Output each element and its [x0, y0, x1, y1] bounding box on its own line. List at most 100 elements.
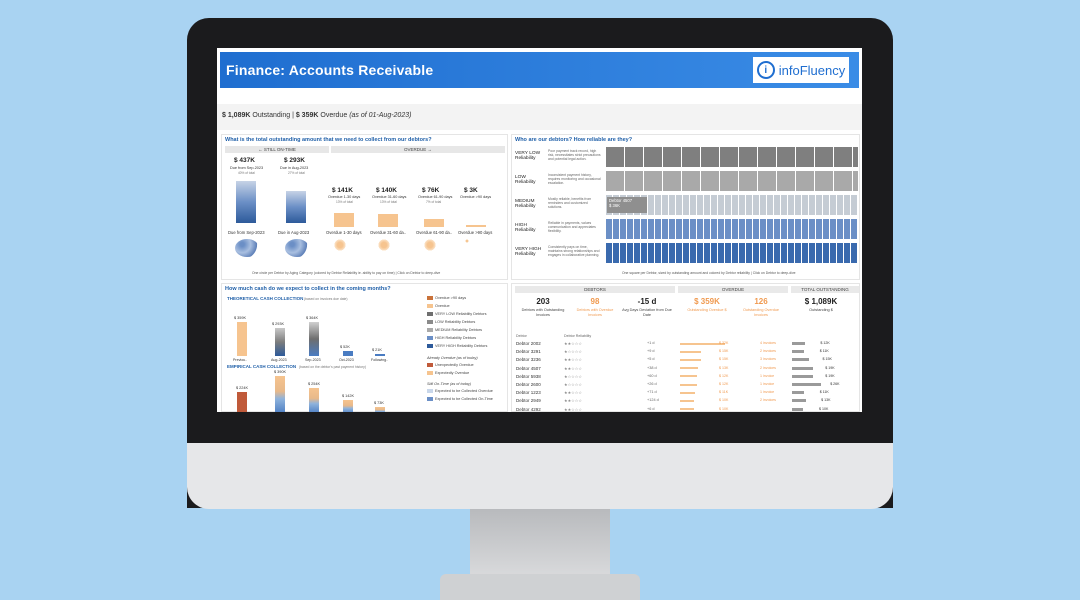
infofluency-logo[interactable]: i infoFluency: [753, 57, 849, 83]
debtor-name[interactable]: Debtor 3291: [516, 349, 541, 355]
legend-item[interactable]: Unexpectedly Overdue: [427, 363, 474, 367]
debtor-overdue-bar[interactable]: [680, 350, 701, 353]
emp-bar[interactable]: [237, 392, 247, 412]
bucket-value: $ 3K: [464, 187, 478, 194]
theo-bar[interactable]: [343, 351, 353, 356]
legend-item[interactable]: VERY HIGH Reliability Debtors: [427, 344, 487, 348]
legend-item[interactable]: Overdue: [427, 304, 450, 308]
debtor-name[interactable]: Debtor 4292: [516, 406, 541, 412]
legend-label: MEDIUM Reliability Debtors: [435, 328, 483, 332]
theo-bar[interactable]: [237, 322, 247, 356]
debtor-circles[interactable]: [333, 239, 347, 251]
reliability-row[interactable]: MEDIUM Reliability Mostly reliable, benef…: [515, 195, 860, 217]
callout-name: Debtor 4507: [609, 198, 633, 203]
debtor-circles[interactable]: [423, 239, 437, 251]
legend-swatch: [427, 320, 433, 324]
debtor-stars: ★☆☆☆☆: [564, 382, 582, 387]
debtor-name[interactable]: Debtor 4507: [516, 365, 541, 371]
theo-bar-label: Oct-2023: [339, 358, 354, 362]
debtor-total-bar[interactable]: [792, 350, 805, 354]
bucket-pct: 13% of total: [380, 200, 397, 204]
reliability-row[interactable]: VERY LOW Reliability Poor payment track r…: [515, 147, 860, 169]
bucket-bar[interactable]: [378, 214, 398, 227]
reliability-treemap[interactable]: [606, 147, 858, 167]
debtor-circles[interactable]: [465, 239, 469, 243]
reliability-treemap[interactable]: [606, 195, 858, 215]
debtor-total-bar[interactable]: [792, 391, 805, 395]
reliability-treemap[interactable]: [606, 171, 858, 191]
debtor-total-bar[interactable]: [792, 342, 806, 345]
legend-swatch: [427, 336, 433, 340]
debtor-overdue-bar[interactable]: [680, 383, 697, 386]
legend-item[interactable]: VERY LOW Reliability Debtors: [427, 312, 487, 316]
debtor-circles[interactable]: [285, 239, 309, 257]
theo-bar[interactable]: [309, 322, 319, 356]
treemap-callout[interactable]: Debtor 4507 $ 36K: [607, 197, 647, 213]
tab-overdue[interactable]: OVERDUE →: [331, 146, 505, 153]
legend-item[interactable]: Overdue >90 days: [427, 296, 466, 300]
debtor-name[interactable]: Debtor 1223: [516, 390, 541, 396]
debtor-invoice-count: 1 invoice: [760, 390, 775, 395]
debtor-name[interactable]: Debtor 2600: [516, 382, 541, 387]
debtor-circles[interactable]: [235, 239, 259, 257]
reliability-treemap[interactable]: [606, 243, 858, 263]
debtor-total-bar[interactable]: [792, 366, 813, 370]
emp-bar[interactable]: [343, 400, 353, 412]
debtor-total-bar[interactable]: [792, 407, 803, 411]
debtor-total-bar[interactable]: [792, 399, 807, 403]
reliability-treemap[interactable]: [606, 219, 858, 239]
debtor-overdue-bar[interactable]: [680, 391, 696, 394]
debtor-deviation: +124 d: [647, 398, 659, 403]
theo-bar[interactable]: [275, 328, 285, 356]
debtor-name[interactable]: Debtor 2949: [516, 398, 541, 404]
bucket-pct: 13% of total: [336, 200, 353, 204]
emp-bar-value: $ 254K: [308, 382, 321, 386]
theo-bar[interactable]: [375, 354, 385, 356]
bucket-sub: Overdue 61-90 days: [418, 195, 453, 199]
debtor-total-bar[interactable]: [792, 383, 821, 386]
bucket-bar[interactable]: [236, 181, 256, 223]
bucket-bar[interactable]: [286, 191, 306, 223]
legend-item[interactable]: Expected to be Collected Overdue: [427, 389, 493, 393]
col-debtor[interactable]: Debtor: [516, 334, 527, 338]
legend-label: VERY LOW Reliability Debtors: [435, 312, 487, 316]
theoretical-note: (based on invoices due date): [304, 296, 348, 301]
panel-title: What is the total outstanding amount tha…: [225, 137, 432, 143]
monitor-base: [440, 574, 640, 600]
emp-bar[interactable]: [309, 388, 319, 412]
emp-bar[interactable]: [275, 376, 285, 412]
bucket-value: $ 293K: [284, 157, 305, 164]
debtor-name[interactable]: Debtor 5938: [516, 373, 541, 379]
kpi-value: 126: [754, 297, 768, 306]
legend-item[interactable]: LOW Reliability Debtors: [427, 320, 475, 324]
debtor-name[interactable]: Debtor 3236: [516, 357, 541, 363]
tab-still-on-time[interactable]: ← STILL ON-TIME: [225, 146, 329, 153]
debtor-name[interactable]: Debtor 2002: [516, 341, 541, 346]
debtor-circles[interactable]: [377, 239, 391, 251]
bucket-bar[interactable]: [334, 213, 354, 227]
legend-label: Unexpectedly Overdue: [435, 363, 474, 367]
reliability-row[interactable]: LOW Reliability Inconsistent payment hist…: [515, 171, 860, 193]
debtor-stars: ★☆☆☆☆: [564, 373, 582, 379]
bucket-bar[interactable]: [466, 225, 486, 227]
debtor-overdue-bar[interactable]: [680, 408, 694, 411]
reliability-row[interactable]: VERY HIGH Reliability Consistently pays o…: [515, 243, 860, 265]
legend-item[interactable]: MEDIUM Reliability Debtors: [427, 328, 482, 332]
debtor-total-bar[interactable]: [792, 358, 809, 362]
debtor-overdue-bar[interactable]: [680, 399, 694, 402]
legend-item[interactable]: HIGH Reliability Debtors: [427, 336, 476, 340]
debtor-overdue-bar[interactable]: [680, 367, 699, 370]
debtor-overdue-bar[interactable]: [680, 375, 697, 378]
debtor-overdue-bar[interactable]: [680, 342, 725, 345]
legend-item[interactable]: Expectedly Overdue: [427, 371, 469, 375]
theo-bar-label: Sep-2023: [305, 358, 321, 362]
debtor-overdue-bar[interactable]: [680, 358, 701, 361]
legend-item[interactable]: Expected to be Collected On-Time: [427, 397, 493, 401]
kpi-value: $ 1,089K: [804, 297, 838, 306]
reliability-name: VERY LOW Reliability: [515, 151, 541, 161]
bucket-bar[interactable]: [424, 219, 444, 227]
debtor-total-bar[interactable]: [792, 374, 813, 378]
emp-bar[interactable]: [375, 407, 385, 412]
legend-label: Overdue >90 days: [435, 296, 467, 300]
reliability-row[interactable]: HIGH Reliability Reliable in payments, va…: [515, 219, 860, 241]
